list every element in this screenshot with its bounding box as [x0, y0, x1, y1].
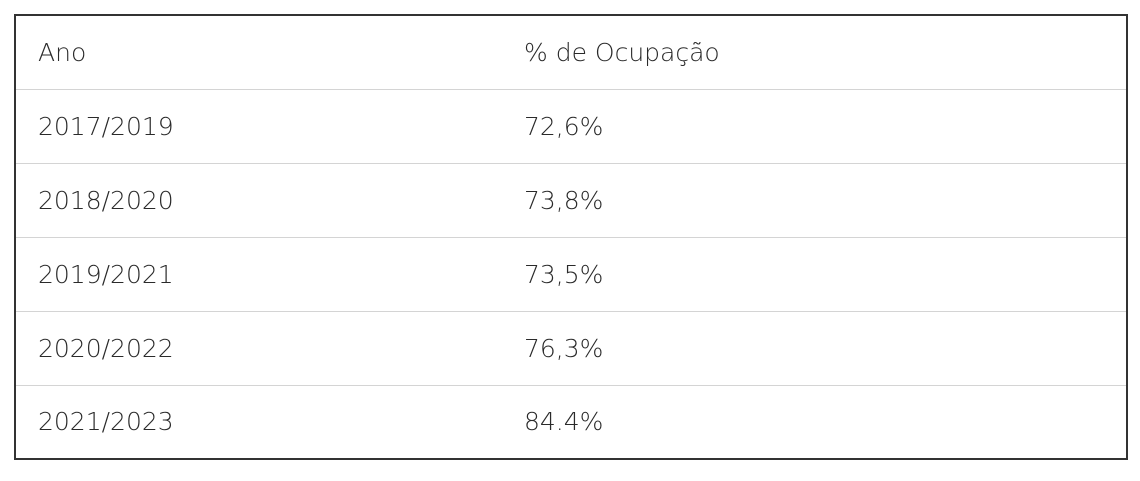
- cell: 72,6%: [502, 88, 1127, 163]
- table-row: 2018/2020 73,8%: [15, 162, 1127, 237]
- cell: 2018/2020: [15, 162, 502, 237]
- cell: 84.4%: [502, 384, 1127, 459]
- cell: 76,3%: [502, 310, 1127, 385]
- table-row: 2021/2023 84.4%: [15, 384, 1127, 459]
- cell: 73,5%: [502, 236, 1127, 311]
- header-cell: Ano: [38, 37, 87, 67]
- cell: 73,8%: [502, 162, 1127, 237]
- cell: 2017/2019: [15, 88, 502, 163]
- header-cell: % de Ocupação: [524, 37, 720, 67]
- cell: 2021/2023: [15, 384, 502, 459]
- table-row: 2019/2021 73,5%: [15, 236, 1127, 311]
- occupancy-table: Ano % de Ocupação 2017/2019 72,6% 2018/2020 7…: [14, 14, 1128, 460]
- table-row: 2020/2022 76,3%: [15, 310, 1127, 385]
- cell: 2019/2021: [15, 236, 502, 311]
- cell: 2020/2022: [15, 310, 502, 385]
- table-row: 2017/2019 72,6%: [15, 88, 1127, 163]
- header-row: Ano % de Ocupação: [15, 15, 1127, 89]
